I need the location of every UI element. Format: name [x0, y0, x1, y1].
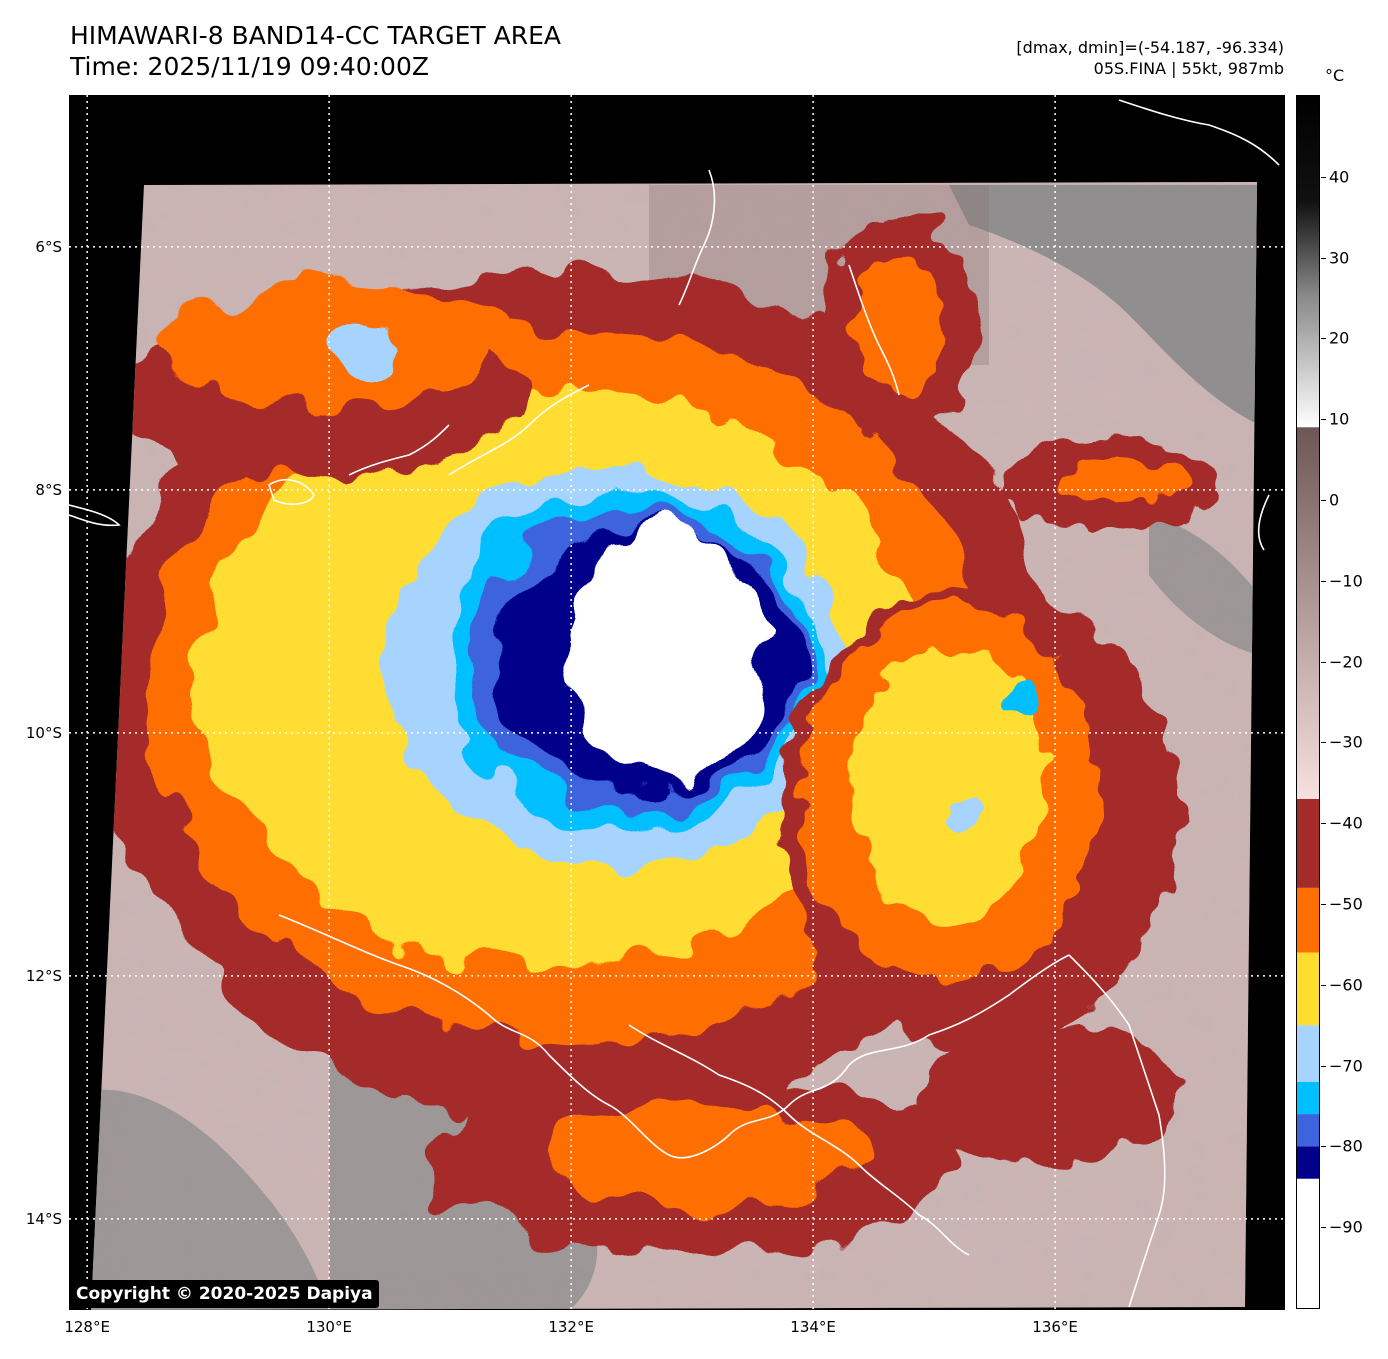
- colorbar-tick: [1321, 580, 1326, 582]
- copyright-badge: Copyright © 2020-2025 Dapiya: [70, 1280, 379, 1308]
- colorbar-tick: [1321, 661, 1326, 663]
- colorbar-tick-label: 30: [1329, 248, 1350, 268]
- title-line-2: Time: 2025/11/19 09:40:00Z: [70, 52, 429, 81]
- colorbar-tick: [1321, 904, 1326, 905]
- colorbar-tick-label: −30: [1329, 732, 1363, 752]
- lat-label: 12°S: [25, 966, 62, 985]
- colorbar-band: [1297, 1025, 1319, 1082]
- colorbar-tick: [1321, 984, 1326, 986]
- colorbar-tick-label: −80: [1329, 1136, 1363, 1156]
- cold-band--100: [572, 526, 763, 787]
- warm-land-area: [1149, 515, 1257, 655]
- coast-tanimbar: [348, 424, 450, 476]
- title-line-1: HIMAWARI-8 BAND14-CC TARGET AREA: [70, 21, 562, 50]
- storm-info: [dmax, dmin]=(-54.187, -96.334) 05S.FINA…: [1016, 37, 1284, 79]
- colorbar-band: [1297, 952, 1319, 1026]
- colorbar-tick-label: −10: [1329, 571, 1363, 591]
- lat-label: 6°S: [35, 237, 62, 256]
- lat-label: 14°S: [25, 1209, 62, 1228]
- colorbar-tick-label: −20: [1329, 652, 1363, 672]
- lon-label: 128°E: [64, 1318, 110, 1336]
- map-canvas: [69, 95, 1285, 1310]
- colorbar-tick: [1321, 176, 1326, 178]
- colorbar-band: [1297, 1081, 1319, 1115]
- colorbar-unit: °C: [1325, 66, 1345, 85]
- coast-east-right: [1257, 494, 1270, 551]
- colorbar-tick-label: −70: [1329, 1056, 1363, 1076]
- east-cluster-core: [854, 645, 1044, 925]
- colorbar-tick: [1321, 257, 1326, 259]
- coast-island-sw: [268, 479, 315, 505]
- colorbar-tick: [1321, 1065, 1326, 1067]
- colorbar-tick-label: 40: [1329, 167, 1350, 187]
- colorbar-tick: [1321, 823, 1326, 825]
- dmax-dmin-text: [dmax, dmin]=(-54.187, -96.334): [1016, 38, 1284, 57]
- lon-label: 134°E: [790, 1318, 836, 1336]
- colorbar-tick: [1321, 1146, 1326, 1148]
- ne-band-inner: [1049, 458, 1189, 502]
- image-swath: [91, 182, 1257, 1310]
- colorbar-cool-segment: [1297, 427, 1319, 799]
- warm-land-area: [91, 1089, 329, 1310]
- satellite-map: [69, 95, 1285, 1310]
- colorbar-tick: [1321, 500, 1326, 501]
- colorbar-tick-label: 0: [1329, 490, 1340, 510]
- east-cluster-cold-spot: [1010, 682, 1038, 718]
- colorbar-tick: [1321, 338, 1326, 340]
- lat-label: 8°S: [35, 480, 62, 499]
- lat-label: 10°S: [25, 723, 62, 742]
- colorbar-band: [1297, 1146, 1319, 1179]
- colorbar-tick: [1321, 742, 1326, 744]
- colorbar-band: [1297, 798, 1319, 888]
- colorbar-tick-label: −90: [1329, 1217, 1363, 1237]
- coast-timor-sea: [278, 914, 1070, 1159]
- eastern-convection: [779, 215, 1219, 1165]
- east-cluster-cool-spot: [937, 799, 981, 831]
- colorbar-tick-label: 20: [1329, 328, 1350, 348]
- colorbar-tick-label: 10: [1329, 409, 1350, 429]
- coast-north-islands: [678, 169, 716, 306]
- graticule: [69, 95, 1285, 1310]
- colorbar-warm-segment: [1297, 96, 1319, 428]
- chart-title: HIMAWARI-8 BAND14-CC TARGET AREA Time: 2…: [70, 20, 561, 82]
- coast-new-guinea: [1118, 99, 1280, 166]
- nw-band-cold-spot: [329, 323, 409, 367]
- lon-label: 136°E: [1032, 1318, 1078, 1336]
- colorbar-tick-label: −60: [1329, 975, 1363, 995]
- n-band-inner: [854, 255, 944, 395]
- coast-gulf: [1068, 954, 1166, 1308]
- colorbar-tick: [1321, 419, 1326, 421]
- se-band: [919, 1025, 1179, 1165]
- warm-land-area: [949, 185, 1257, 435]
- s-band-arm-inner: [539, 1105, 879, 1205]
- lon-label: 130°E: [306, 1318, 352, 1336]
- colorbar-canvas: [1297, 96, 1319, 1308]
- colorbar-band: [1297, 887, 1319, 953]
- colorbar-tick-label: −50: [1329, 894, 1363, 914]
- colorbar: [1296, 95, 1320, 1309]
- storm-id-text: 05S.FINA | 55kt, 987mb: [1093, 59, 1284, 78]
- coast-aru: [448, 384, 590, 476]
- coast-island-w: [69, 504, 121, 527]
- lon-label: 132°E: [548, 1318, 594, 1336]
- colorbar-tick-label: −40: [1329, 813, 1363, 833]
- colorbar-band: [1297, 1178, 1319, 1308]
- coast-kei: [848, 264, 900, 396]
- colorbar-tick: [1321, 1227, 1326, 1229]
- colorbar-band: [1297, 1114, 1319, 1147]
